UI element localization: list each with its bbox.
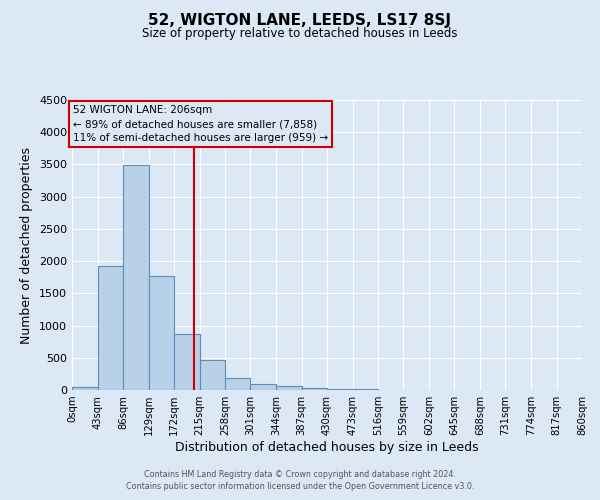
Bar xyxy=(199,360,225,390)
Y-axis label: Number of detached properties: Number of detached properties xyxy=(20,146,34,344)
Bar xyxy=(225,378,251,390)
Bar xyxy=(97,266,123,390)
Text: 52, WIGTON LANE, LEEDS, LS17 8SJ: 52, WIGTON LANE, LEEDS, LS17 8SJ xyxy=(149,12,452,28)
Bar xyxy=(327,388,353,390)
Bar xyxy=(149,276,174,390)
X-axis label: Distribution of detached houses by size in Leeds: Distribution of detached houses by size … xyxy=(175,441,479,454)
Text: Contains HM Land Registry data © Crown copyright and database right 2024.: Contains HM Land Registry data © Crown c… xyxy=(144,470,456,479)
Bar xyxy=(251,384,276,390)
Text: 52 WIGTON LANE: 206sqm
← 89% of detached houses are smaller (7,858)
11% of semi-: 52 WIGTON LANE: 206sqm ← 89% of detached… xyxy=(73,105,328,143)
Bar xyxy=(276,386,302,390)
Bar xyxy=(174,334,199,390)
Text: Size of property relative to detached houses in Leeds: Size of property relative to detached ho… xyxy=(142,28,458,40)
Text: Contains public sector information licensed under the Open Government Licence v3: Contains public sector information licen… xyxy=(126,482,474,491)
Bar xyxy=(302,388,327,390)
Bar xyxy=(123,165,149,390)
Bar xyxy=(72,387,97,390)
